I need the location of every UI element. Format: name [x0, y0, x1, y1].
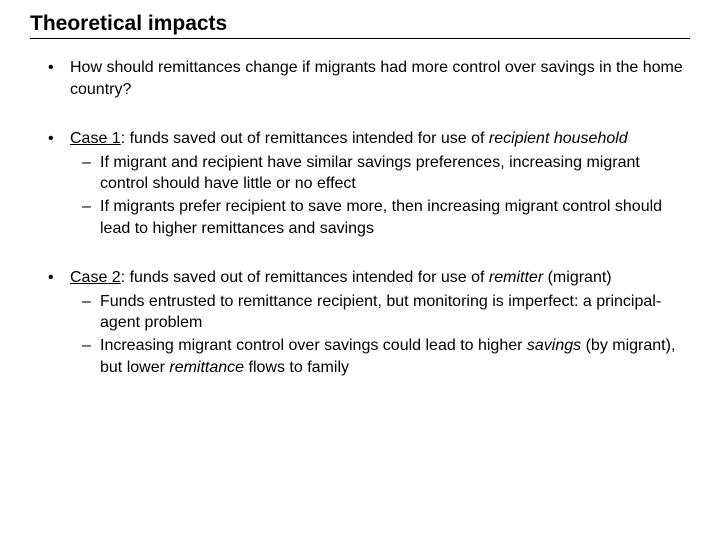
case2-sub2: Increasing migrant control over savings … [70, 335, 690, 378]
case1-sub2: If migrants prefer recipient to save mor… [70, 196, 690, 239]
slide-content: Theoretical impacts How should remittanc… [0, 0, 720, 426]
case2-lead-b: remitter [489, 269, 543, 286]
case2-sublist: Funds entrusted to remittance recipient,… [70, 291, 690, 378]
case2-lead-c: (migrant) [543, 269, 611, 286]
title-rule [30, 38, 690, 39]
case1-sub1: If migrant and recipient have similar sa… [70, 152, 690, 195]
slide-title: Theoretical impacts [30, 12, 690, 36]
case1-sublist: If migrant and recipient have similar sa… [70, 152, 690, 239]
bullet-question: How should remittances change if migrant… [30, 57, 690, 100]
bullet-list: How should remittances change if migrant… [30, 57, 690, 378]
bullet-case2: Case 2: funds saved out of remittances i… [30, 267, 690, 378]
case2-lead-a: : funds saved out of remittances intende… [121, 269, 489, 286]
case1-sub2-text: If migrants prefer recipient to save mor… [100, 198, 662, 237]
question-text: How should remittances change if migrant… [70, 59, 683, 98]
case1-lead-b: recipient household [489, 130, 628, 147]
case1-lead-a: : funds saved out of remittances intende… [121, 130, 489, 147]
case2-sub2-a: Increasing migrant control over savings … [100, 337, 527, 354]
case1-label: Case 1 [70, 130, 121, 147]
case2-sub1: Funds entrusted to remittance recipient,… [70, 291, 690, 334]
case2-sub2-b: savings [527, 337, 581, 354]
bullet-case1: Case 1: funds saved out of remittances i… [30, 128, 690, 239]
case1-sub1-text: If migrant and recipient have similar sa… [100, 154, 640, 193]
case2-label: Case 2 [70, 269, 121, 286]
case2-sub2-e: flows to family [244, 359, 349, 376]
case2-sub2-d: remittance [169, 359, 244, 376]
case2-sub1-text: Funds entrusted to remittance recipient,… [100, 293, 661, 332]
